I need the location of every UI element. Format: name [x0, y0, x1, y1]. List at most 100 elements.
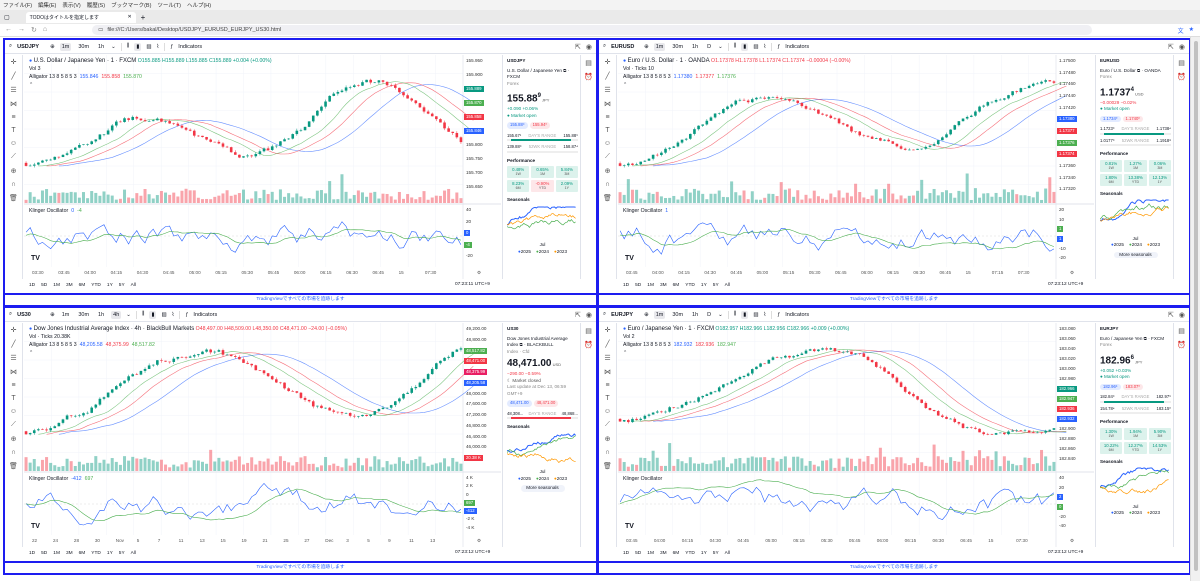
close-icon[interactable]: ✕: [127, 14, 132, 20]
area-style-icon[interactable]: ▨: [753, 311, 759, 318]
more-seasonals-button[interactable]: More seasonals: [520, 485, 565, 492]
range-3M[interactable]: 3M: [659, 282, 667, 288]
price-chart[interactable]: [24, 323, 501, 547]
track-all-markets-link[interactable]: TradingViewですべての市場を追跡します: [5, 561, 596, 573]
price-chart[interactable]: [24, 55, 501, 279]
watchlist-icon[interactable]: ▤: [1178, 328, 1185, 335]
range-1D[interactable]: 1D: [29, 282, 36, 288]
share-icon[interactable]: ⇱: [1168, 43, 1174, 51]
crosshair-icon[interactable]: ✛: [10, 327, 17, 334]
timeframe-1m[interactable]: 1m: [61, 311, 70, 318]
search-icon[interactable]: ⌕: [603, 43, 607, 49]
range-3M[interactable]: 3M: [659, 550, 667, 556]
trash-icon[interactable]: 🗑: [603, 195, 612, 202]
axis-settings-icon[interactable]: ⚙: [477, 270, 482, 275]
indicators-button[interactable]: Indicators: [193, 311, 218, 318]
watchlist-icon[interactable]: ▤: [585, 60, 592, 67]
camera-icon[interactable]: ◉: [1178, 311, 1185, 319]
text-icon[interactable]: T: [11, 127, 16, 134]
scrollbar-thumb[interactable]: [1194, 41, 1198, 571]
menu-item[interactable]: 編集(E): [38, 3, 57, 9]
menu-item[interactable]: 履歴(S): [86, 3, 106, 9]
candle-style-icon[interactable]: ▮: [741, 42, 749, 51]
new-tab-icon[interactable]: +: [140, 12, 146, 22]
bar-style-icon[interactable]: ⫼: [141, 311, 145, 317]
home-icon[interactable]: ⌂: [42, 26, 48, 33]
range-All[interactable]: All: [724, 282, 730, 288]
candle-style-icon[interactable]: ▮: [149, 310, 157, 319]
symbol-search[interactable]: US30: [17, 311, 31, 318]
range-All[interactable]: All: [130, 550, 136, 556]
add-symbol-icon[interactable]: ⊕: [644, 43, 649, 50]
track-all-markets-link[interactable]: TradingViewですべての市場を追跡します: [5, 293, 596, 305]
text-icon[interactable]: T: [605, 127, 610, 134]
fib-icon[interactable]: ☰: [10, 355, 17, 362]
crosshair-icon[interactable]: ✛: [10, 59, 17, 66]
emoji-icon[interactable]: ☺: [9, 140, 18, 147]
indicators-icon[interactable]: ƒ: [777, 43, 781, 50]
axis-settings-icon[interactable]: ⚙: [1070, 270, 1075, 275]
share-icon[interactable]: ⇱: [575, 311, 581, 319]
alerts-icon[interactable]: ⏰: [1177, 74, 1186, 81]
range-1D[interactable]: 1D: [623, 282, 630, 288]
camera-icon[interactable]: ◉: [585, 311, 592, 319]
track-all-markets-link[interactable]: TradingViewですべての市場を追跡します: [599, 561, 1189, 573]
pattern-icon[interactable]: ⋈: [10, 369, 17, 376]
pattern-icon[interactable]: ⋈: [604, 369, 611, 376]
magnet-icon[interactable]: ∩: [10, 181, 17, 188]
emoji-icon[interactable]: ☺: [603, 408, 612, 415]
range-1M[interactable]: 1M: [647, 550, 654, 556]
range-YTD[interactable]: YTD: [685, 282, 695, 288]
timeframe-30m[interactable]: 30m: [672, 43, 684, 50]
search-icon[interactable]: ⌕: [9, 43, 13, 49]
range-5Y[interactable]: 5Y: [712, 550, 719, 556]
range-3M[interactable]: 3M: [65, 550, 73, 556]
candle-style-icon[interactable]: ▮: [741, 310, 749, 319]
pattern-icon[interactable]: ⋈: [604, 101, 611, 108]
alerts-icon[interactable]: ⏰: [584, 342, 593, 349]
range-6M[interactable]: 6M: [78, 282, 86, 288]
crosshair-icon[interactable]: ✛: [604, 59, 611, 66]
area-style-icon[interactable]: ▨: [161, 311, 167, 318]
range-1M[interactable]: 1M: [53, 282, 60, 288]
range-1Y[interactable]: 1Y: [700, 550, 707, 556]
menu-item[interactable]: ファイル(F): [3, 3, 33, 9]
zoom-icon[interactable]: ⊕: [10, 168, 17, 175]
timeframe-1m[interactable]: 1m: [59, 42, 72, 51]
reload-icon[interactable]: ↻: [31, 27, 37, 34]
compare-icon[interactable]: ⌇: [763, 311, 767, 318]
range-5D[interactable]: 5D: [635, 282, 642, 288]
symbol-search[interactable]: USDJPY: [17, 43, 40, 50]
add-symbol-icon[interactable]: ⊕: [644, 311, 649, 318]
timeframe-4h[interactable]: 4h: [111, 310, 122, 319]
browser-tab[interactable]: TODOはタイトルを指定します ✕: [25, 11, 136, 23]
timeframe-1m[interactable]: 1m: [653, 42, 666, 51]
bar-style-icon[interactable]: ⫼: [733, 311, 737, 317]
timeframe-1h[interactable]: 1h: [98, 43, 105, 50]
range-YTD[interactable]: YTD: [91, 550, 101, 556]
fib-icon[interactable]: ☰: [604, 87, 611, 94]
trendline-icon[interactable]: ╱: [605, 73, 610, 80]
emoji-icon[interactable]: ☺: [603, 140, 612, 147]
axis-settings-icon[interactable]: ⚙: [477, 538, 482, 543]
bookmark-star-icon[interactable]: ★: [1188, 26, 1194, 33]
text-icon[interactable]: T: [605, 395, 610, 402]
compare-icon[interactable]: ⌇: [156, 43, 160, 50]
compare-icon[interactable]: ⌇: [763, 43, 767, 50]
seasonals-chart[interactable]: [506, 431, 577, 467]
axis-settings-icon[interactable]: ⚙: [1070, 538, 1075, 543]
magnet-icon[interactable]: ∩: [10, 449, 17, 456]
brush-icon[interactable]: ≡: [11, 382, 16, 389]
area-style-icon[interactable]: ▨: [146, 43, 152, 50]
zoom-icon[interactable]: ⊕: [604, 168, 611, 175]
zoom-icon[interactable]: ⊕: [604, 436, 611, 443]
range-3M[interactable]: 3M: [65, 282, 73, 288]
bar-style-icon[interactable]: ⫼: [126, 43, 130, 49]
text-icon[interactable]: T: [11, 395, 16, 402]
menu-item[interactable]: 表示(V): [62, 3, 81, 9]
timeframe-30m[interactable]: 30m: [672, 311, 684, 318]
brush-icon[interactable]: ≡: [605, 382, 610, 389]
trash-icon[interactable]: 🗑: [603, 463, 612, 470]
range-1Y[interactable]: 1Y: [106, 282, 113, 288]
trendline-icon[interactable]: ╱: [11, 73, 16, 80]
